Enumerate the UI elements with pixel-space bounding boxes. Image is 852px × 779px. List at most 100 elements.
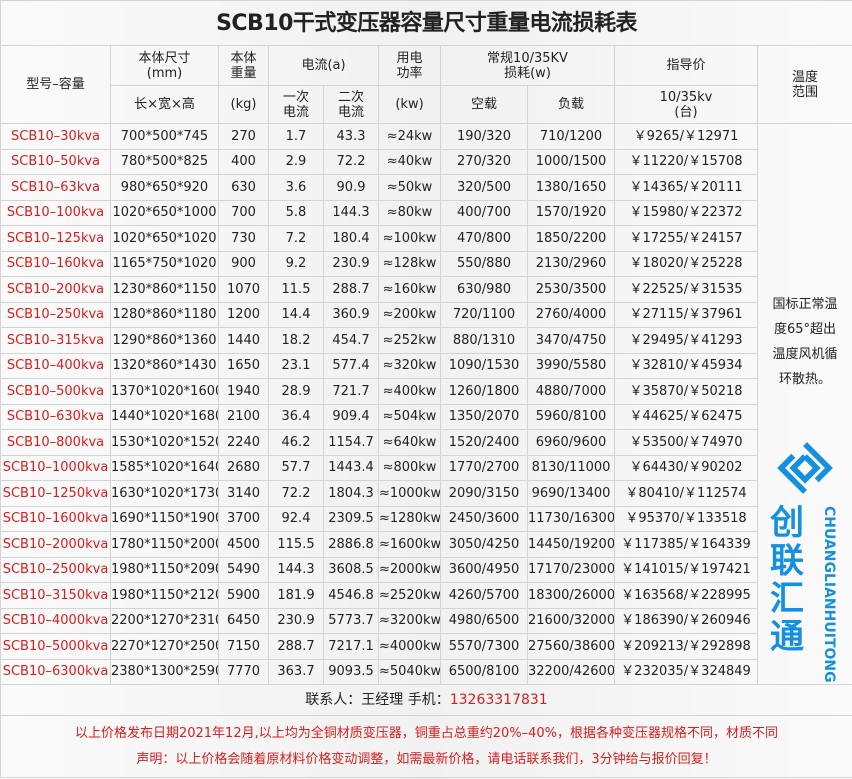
header-weight-sub: (kg): [218, 85, 269, 124]
cell-price: ￥22525/￥31535: [614, 276, 758, 303]
cell-model: SCB10–2000kva: [0, 531, 111, 558]
cell-power: ≈504kw: [378, 403, 441, 430]
contact-phone: 13263317831: [449, 691, 548, 708]
cell-loss-load: 8130/11000: [527, 454, 615, 481]
table-title: SCB10干式变压器容量尺寸重量电流损耗表: [0, 0, 852, 46]
cell-price: ￥32810/￥45934: [614, 352, 758, 379]
cell-model: SCB10–30kva: [0, 123, 111, 150]
cell-size: 1530*1020*1520: [110, 429, 219, 456]
cell-weight: 6450: [218, 607, 269, 634]
cell-loss-load: 21600/32000: [527, 607, 615, 634]
cell-weight: 700: [218, 199, 269, 226]
cell-weight: 1200: [218, 301, 269, 328]
cell-size: 700*500*745: [110, 123, 219, 150]
cell-price: ￥64430/￥90202: [614, 454, 758, 481]
cell-model: SCB10–400kva: [0, 352, 111, 379]
cell-model: SCB10–800kva: [0, 429, 111, 456]
cell-price: ￥29495/￥41293: [614, 327, 758, 354]
cell-size: 1980*1150*2120: [110, 582, 219, 609]
cell-weight: 270: [218, 123, 269, 150]
cell-price: ￥14365/￥20111: [614, 174, 758, 201]
header-current: 电流(a): [268, 45, 379, 86]
table-row: SCB10–800kva 1530*1020*1520 2240 46.2 1154.7…: [0, 429, 852, 456]
cell-power: ≈100kw: [378, 225, 441, 252]
cell-model: SCB10–630kva: [0, 403, 111, 430]
cell-loss-load: 32200/42600: [527, 658, 615, 685]
cell-current2: 2886.8: [323, 531, 379, 558]
table-row: SCB10–63kva 980*650*920 630 3.6 90.9 ≈50kw 320…: [0, 174, 852, 201]
cell-weight: 3700: [218, 505, 269, 532]
cell-loss-noload: 630/980: [440, 276, 528, 303]
cell-current1: 144.3: [268, 556, 324, 583]
cell-weight: 1650: [218, 352, 269, 379]
cell-loss-noload: 3050/4250: [440, 531, 528, 558]
cell-model: SCB10–1600kva: [0, 505, 111, 532]
contact-label: 联系人：王经理 手机：: [305, 691, 450, 708]
cell-current1: 57.7: [268, 454, 324, 481]
cell-current1: 11.5: [268, 276, 324, 303]
cell-model: SCB10–315kva: [0, 327, 111, 354]
cell-loss-load: 27560/38600: [527, 633, 615, 660]
cell-loss-load: 1380/1650: [527, 174, 615, 201]
header-model: 型号–容量: [0, 45, 111, 124]
cell-loss-load: 2760/4000: [527, 301, 615, 328]
cell-loss-noload: 270/320: [440, 148, 528, 175]
cell-loss-noload: 1770/2700: [440, 454, 528, 481]
cell-size: 1290*860*1360: [110, 327, 219, 354]
cell-current2: 1804.3: [323, 480, 379, 507]
cell-current1: 1.7: [268, 123, 324, 150]
cell-current2: 2309.5: [323, 505, 379, 532]
cell-size: 1280*860*1180: [110, 301, 219, 328]
cell-power: ≈5040kw: [378, 658, 441, 685]
cell-power: ≈1280kw: [378, 505, 441, 532]
cell-power: ≈1600kw: [378, 531, 441, 558]
cell-size: 2270*1270*2500: [110, 633, 219, 660]
cell-current1: 9.2: [268, 250, 324, 277]
table-row: SCB10–5000kva 2270*1270*2500 7150 288.7 7217…: [0, 633, 852, 660]
cell-current2: 7217.1: [323, 633, 379, 660]
cell-weight: 1940: [218, 378, 269, 405]
table-row: SCB10–500kva 1370*1020*1600 1940 28.9 721.7 ≈…: [0, 378, 852, 405]
cell-price: ￥53500/￥74970: [614, 429, 758, 456]
cell-model: SCB10–100kva: [0, 199, 111, 226]
cell-weight: 1440: [218, 327, 269, 354]
cell-model: SCB10–5000kva: [0, 633, 111, 660]
table-row: SCB10–125kva 1020*650*1020 730 7.2 180.4 ≈100…: [0, 225, 852, 252]
note-disclaimer: 声明：以上价格会随着原材料价格变动调整，如需最新价格，请电话联系我们，3分钟给与…: [136, 751, 717, 767]
cell-power: ≈1000kw: [378, 480, 441, 507]
cell-loss-load: 1000/1500: [527, 148, 615, 175]
cell-current2: 5773.7: [323, 607, 379, 634]
cell-weight: 1070: [218, 276, 269, 303]
table-row: SCB10–3150kva 1980*1150*2120 5900 181.9 4546…: [0, 582, 852, 609]
cell-model: SCB10–125kva: [0, 225, 111, 252]
cell-loss-noload: 4260/5700: [440, 582, 528, 609]
cell-current2: 43.3: [323, 123, 379, 150]
header-loss: 常规10/35KV 损耗(w): [440, 45, 615, 86]
cell-power: ≈252kw: [378, 327, 441, 354]
cell-weight: 7770: [218, 658, 269, 685]
header-current2: 二次 电流: [323, 85, 379, 124]
header-size-sub: 长×宽×高: [110, 85, 219, 124]
cell-price: ￥17255/￥24157: [614, 225, 758, 252]
cell-current1: 23.1: [268, 352, 324, 379]
cell-loss-load: 11730/16300: [527, 505, 615, 532]
cell-loss-noload: 1350/2070: [440, 403, 528, 430]
cell-model: SCB10–2500kva: [0, 556, 111, 583]
cell-size: 1230*860*1150: [110, 276, 219, 303]
temp-range-note: 国标正常温度65°超出温度风机循环散热。: [756, 123, 852, 685]
cell-loss-load: 710/1200: [527, 123, 615, 150]
note-price-date: 以上价格发布日期2021年12月,以上均为全铜材质变压器，铜重占总重约20%–4…: [74, 725, 779, 741]
cell-price: ￥35870/￥50218: [614, 378, 758, 405]
cell-loss-load: 17170/23000: [527, 556, 615, 583]
cell-power: ≈40kw: [378, 148, 441, 175]
cell-size: 1780*1150*2000: [110, 531, 219, 558]
cell-loss-load: 14450/19200: [527, 531, 615, 558]
notes: 以上价格发布日期2021年12月,以上均为全铜材质变压器，铜重占总重约20%–4…: [0, 715, 852, 778]
cell-size: 1020*650*1020: [110, 225, 219, 252]
cell-weight: 400: [218, 148, 269, 175]
cell-size: 980*650*920: [110, 174, 219, 201]
cell-loss-load: 2530/3500: [527, 276, 615, 303]
cell-current1: 72.2: [268, 480, 324, 507]
cell-price: ￥11220/￥15708: [614, 148, 758, 175]
